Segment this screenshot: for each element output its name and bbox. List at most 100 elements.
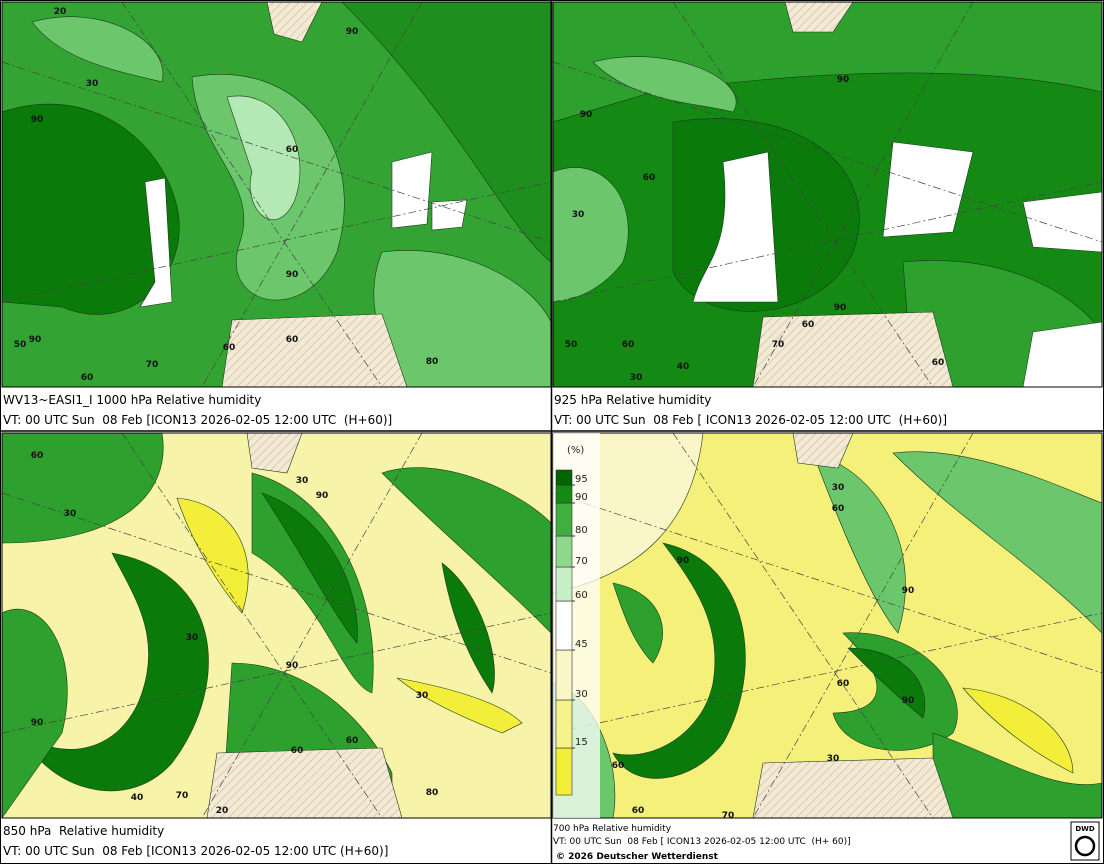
logo-box [1070,821,1100,861]
humidity-field [553,167,629,303]
contour-label: 90 [31,115,44,125]
contour-label: 30 [296,476,309,486]
humidity-field [812,452,906,634]
contour-label: 60 [286,145,299,155]
map-area: 30 60 90 90 90 60 90 30 60 60 70 [553,433,1102,818]
contour-label: 30 [86,79,99,89]
logo: DWD [1075,825,1095,833]
map-panel: 60 90 90 60 30 90 60 50 30 40 60 70 925 hPa Relative… [552,1,1103,427]
contour-label: 30 [186,633,199,643]
contour-label: 60 [612,761,625,771]
legend-swatch [555,469,573,486]
contour-label: 30 [572,210,585,220]
humidity-field [396,677,523,734]
contour-label: 30 [416,691,429,701]
humidity-field [251,472,374,694]
contour-label: 80 [426,357,439,367]
contour-label: 60 [837,679,850,689]
humidity-field [612,542,746,779]
humidity-field [2,103,180,315]
humidity-field [246,433,303,474]
contour-label: 60 [291,746,304,756]
contour-label: 20 [54,7,67,17]
contour-label: 20 [216,806,229,816]
graticule [2,181,551,303]
map-area: 60 90 90 60 30 90 60 50 30 40 60 70 [553,2,1102,387]
legend-swatch [555,484,573,504]
humidity-field [226,95,301,221]
caption-title: 850 hPa Relative humidity [3,824,164,838]
contour-label: 90 [677,556,690,566]
contour-label: 60 [223,343,236,353]
humidity-field [431,199,468,231]
contour-label: 70 [176,791,189,801]
graticule [121,433,383,818]
caption-time: VT: 00 UTC Sun 08 Feb [ ICON13 2026-02-0… [553,837,851,847]
humidity-field [261,492,358,644]
contour-label: 60 [622,340,635,350]
humidity-field [752,757,954,818]
contour-label: 90 [346,27,359,37]
humidity-field [391,151,433,229]
graticule [553,181,1102,303]
humidity-field [692,151,779,303]
copyright: © 2026 Deutscher Wetterdienst [556,852,719,862]
humidity-field [266,2,323,43]
humidity-field [2,608,68,818]
contour-label: 70 [772,340,785,350]
contour-label: 40 [677,362,690,372]
humidity-field [592,56,737,113]
graticule [553,492,1102,674]
contour-label: 80 [426,788,439,798]
humidity-field [962,687,1074,774]
humidity-field [221,313,408,387]
contour-label: 30 [630,373,643,383]
graticule [752,433,974,818]
map-area: 60 30 90 30 30 90 30 90 60 60 40 70 20 80 [2,433,551,818]
legend-swatch [555,699,573,749]
logo-mark [1074,835,1096,857]
legend: (%) 15 30 45 60 70 80 90 95 [553,433,600,818]
contour-label: 50 [565,340,578,350]
contour-label: 60 [632,806,645,816]
contour-label: 90 [29,335,42,345]
contour-label: 70 [146,360,159,370]
humidity-field [792,433,854,469]
humidity-field [341,2,551,263]
humidity-field [206,747,403,818]
caption-time: VT: 00 UTC Sun 08 Feb [ICON13 2026-02-05… [3,844,388,858]
humidity-field [2,433,164,544]
contour-label: 40 [131,793,144,803]
legend-swatch [555,535,573,568]
graticule [201,433,423,818]
legend-label: 60 [575,590,588,601]
caption-title: 700 hPa Relative humidity [553,824,672,834]
contour-label: 30 [64,509,77,519]
caption-title: 925 hPa Relative humidity [554,393,711,407]
contour-label: 90 [316,491,329,501]
contour-label: 60 [81,373,94,383]
humidity-field [752,311,954,387]
legend-label: 80 [575,525,588,536]
humidity-field [31,16,164,83]
contour-label: 60 [932,358,945,368]
graticule [121,2,383,387]
humidity-field [441,562,495,694]
legend-label: 90 [575,492,588,503]
legend-label: 95 [575,474,588,485]
contour-label: 90 [902,586,915,596]
contour-label: 60 [643,173,656,183]
contour-label: 60 [832,504,845,514]
contour-label: 90 [837,75,850,85]
graticule [672,2,934,387]
graticule [553,61,1102,243]
contour-label: 90 [286,661,299,671]
contour-label: 60 [802,320,815,330]
legend-label: 15 [575,737,588,748]
map-border [552,1,1103,388]
legend-label: 30 [575,689,588,700]
humidity-field [784,2,854,33]
